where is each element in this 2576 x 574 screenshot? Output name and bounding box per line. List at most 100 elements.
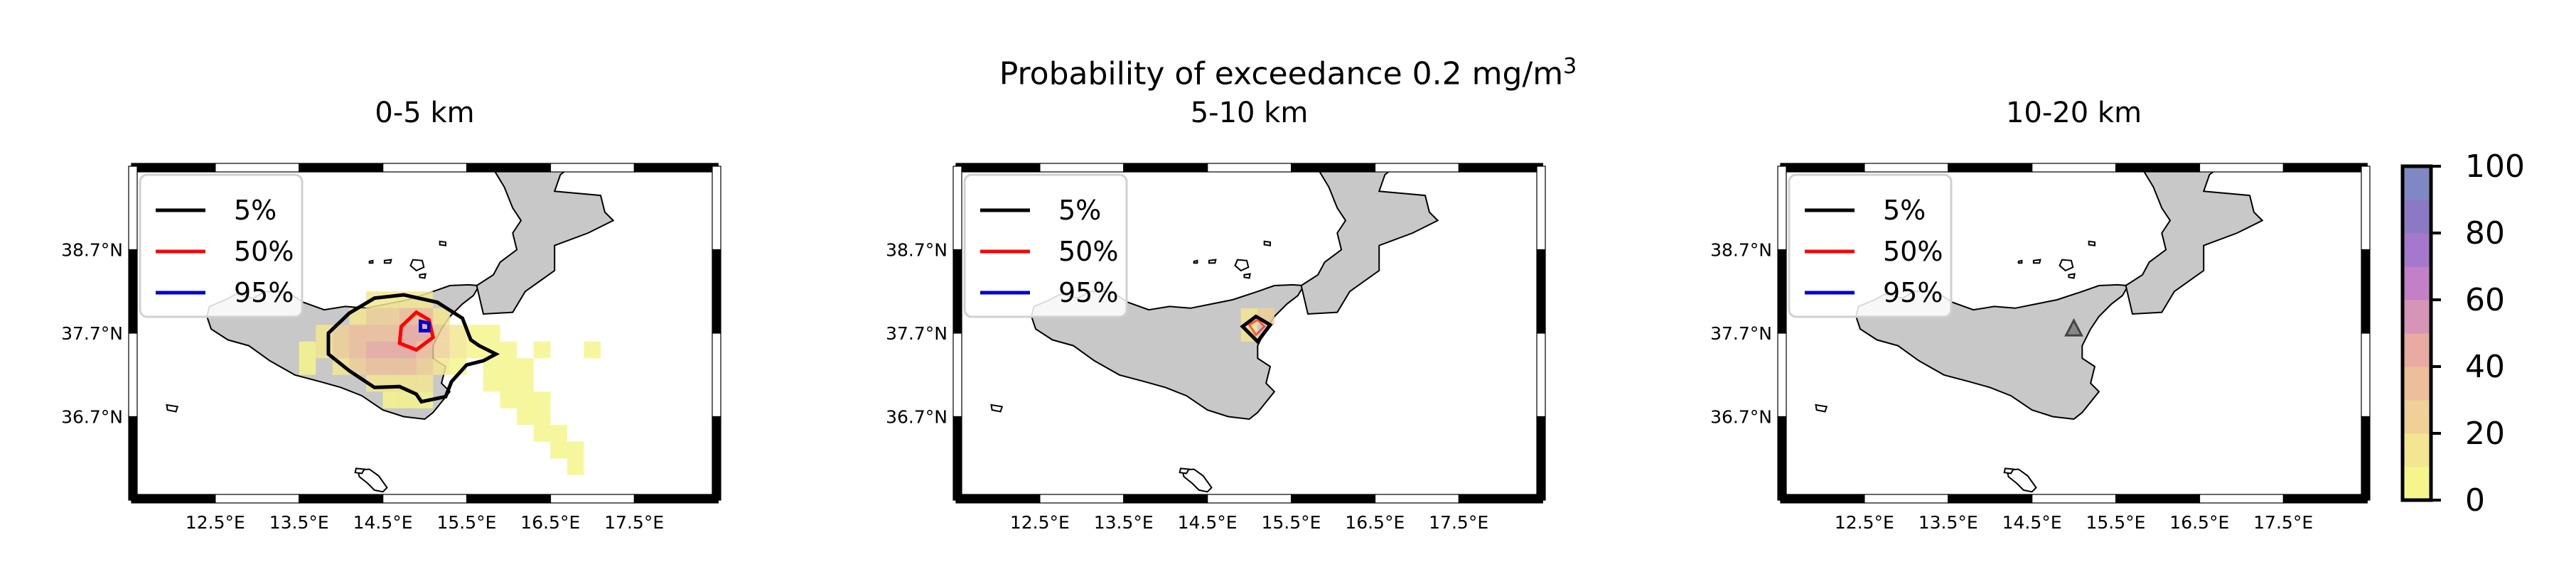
probability-cell [533, 391, 551, 408]
colorbar-tick-label: 20 [2465, 416, 2505, 452]
colorbar-segment [2403, 333, 2431, 367]
legend: 5% 50% 95% [1788, 173, 1953, 318]
lat-tick-label: 38.7°N [886, 240, 948, 261]
probability-cell [349, 325, 366, 342]
frame-tick [2032, 163, 2117, 173]
probability-cell [483, 374, 500, 392]
legend-label: 50% [1058, 236, 1118, 267]
frame-tick [952, 166, 962, 251]
lon-tick-label: 13.5°E [1094, 512, 1154, 533]
frame-tick [1536, 332, 1546, 418]
probability-cell [500, 341, 517, 359]
frame-tick [1777, 332, 1787, 418]
figure-suptitle: Probability of exceedance 0.2 mg/m3 [999, 54, 1577, 92]
frame-tick [712, 249, 721, 334]
frame-tick [952, 416, 962, 501]
lat-tick-label: 36.7°N [61, 407, 123, 428]
probability-cell [382, 325, 400, 342]
frame-tick [952, 249, 962, 334]
probability-cell [533, 341, 551, 359]
island [1263, 240, 1271, 247]
lon-tick-label: 17.5°E [604, 512, 664, 533]
island [354, 467, 366, 475]
map-panel: 5-10 km 5% 50% 95% 12.5°E 13.5°E 14.5°E 15.5°E 1… [886, 97, 1546, 533]
lat-tick-label: 36.7°N [1710, 407, 1772, 428]
frame-tick [712, 332, 721, 418]
frame-tick [633, 494, 719, 504]
probability-cell [1240, 308, 1258, 325]
probability-cell [399, 391, 417, 408]
panel-title: 5-10 km [1191, 97, 1309, 129]
frame-tick [2282, 163, 2368, 173]
frame-tick [215, 494, 300, 504]
island [2017, 259, 2023, 264]
colorbar-tick-label: 40 [2465, 349, 2505, 385]
island [2005, 468, 2037, 493]
probability-cell [366, 308, 383, 325]
frame-tick [131, 494, 216, 504]
frame-tick [2115, 163, 2201, 173]
legend-label: 95% [1058, 277, 1118, 308]
probability-cell [517, 374, 534, 392]
probability-cell [416, 374, 434, 392]
probability-cell [299, 341, 316, 359]
map-frame-scale [952, 163, 1546, 504]
lon-tick-label: 13.5°E [269, 512, 329, 533]
frame-tick [128, 416, 138, 501]
colorbar-segment [2403, 233, 2431, 267]
lat-tick-label: 38.7°N [61, 240, 123, 261]
island [2032, 259, 2041, 264]
probability-cell [299, 358, 316, 375]
colorbar-segment [2403, 400, 2431, 434]
calabria-land [476, 166, 615, 315]
legend-label: 95% [234, 277, 294, 308]
probability-cell [416, 358, 434, 375]
map-frame-scale [1777, 163, 2371, 504]
probability-cell [567, 458, 584, 475]
frame-tick [2361, 332, 2371, 418]
frame-tick [1123, 494, 1208, 504]
lon-tick-label: 14.5°E [353, 512, 413, 533]
probability-cell [433, 341, 450, 359]
island [2068, 273, 2076, 279]
lon-tick-label: 15.5°E [436, 512, 496, 533]
map-panels: 0-5 km 5% 50% 95% 12.5°E 13.5°E 14.5°E 15.5°E 16… [61, 97, 2371, 533]
colorbar-segment [2403, 200, 2431, 234]
lon-tick-label: 15.5°E [2086, 512, 2145, 533]
probability-cell [584, 341, 601, 359]
probability-cell [332, 325, 350, 342]
colorbar-segment [2403, 433, 2431, 467]
colorbar-segment [2403, 367, 2431, 401]
panel-title: 0-5 km [375, 97, 474, 129]
frame-tick [131, 163, 216, 173]
frame-tick [1039, 163, 1125, 173]
lat-tick-label: 38.7°N [1710, 240, 1772, 261]
frame-tick [1536, 249, 1546, 334]
lon-tick-label: 17.5°E [2253, 512, 2313, 533]
probability-cell [433, 358, 450, 375]
panel-title: 10-20 km [2006, 97, 2142, 129]
probability-cell [483, 358, 500, 375]
lon-tick-label: 12.5°E [1010, 512, 1070, 533]
frame-tick [2282, 494, 2368, 504]
lon-tick-label: 12.5°E [186, 512, 245, 533]
colorbar-frame [2400, 164, 2433, 502]
probability-cell [550, 441, 567, 459]
colorbar-segment [2403, 266, 2431, 300]
frame-tick [1458, 494, 1543, 504]
contour-50pct [397, 310, 436, 352]
legend: 5% 50% 95% [139, 173, 304, 318]
contour-5pct [1240, 314, 1273, 345]
probability-cell [433, 308, 450, 325]
probability-cell [517, 358, 534, 375]
legend-label: 5% [1883, 195, 1926, 226]
island [2088, 240, 2095, 247]
lon-tick-label: 16.5°E [1345, 512, 1405, 533]
frame-tick [952, 332, 962, 418]
probability-cell [533, 425, 551, 442]
frame-tick [1039, 494, 1125, 504]
frame-tick [1374, 494, 1460, 504]
colorbar-segment [2403, 300, 2431, 334]
legend-label: 50% [234, 236, 294, 267]
frame-tick [1458, 163, 1543, 173]
